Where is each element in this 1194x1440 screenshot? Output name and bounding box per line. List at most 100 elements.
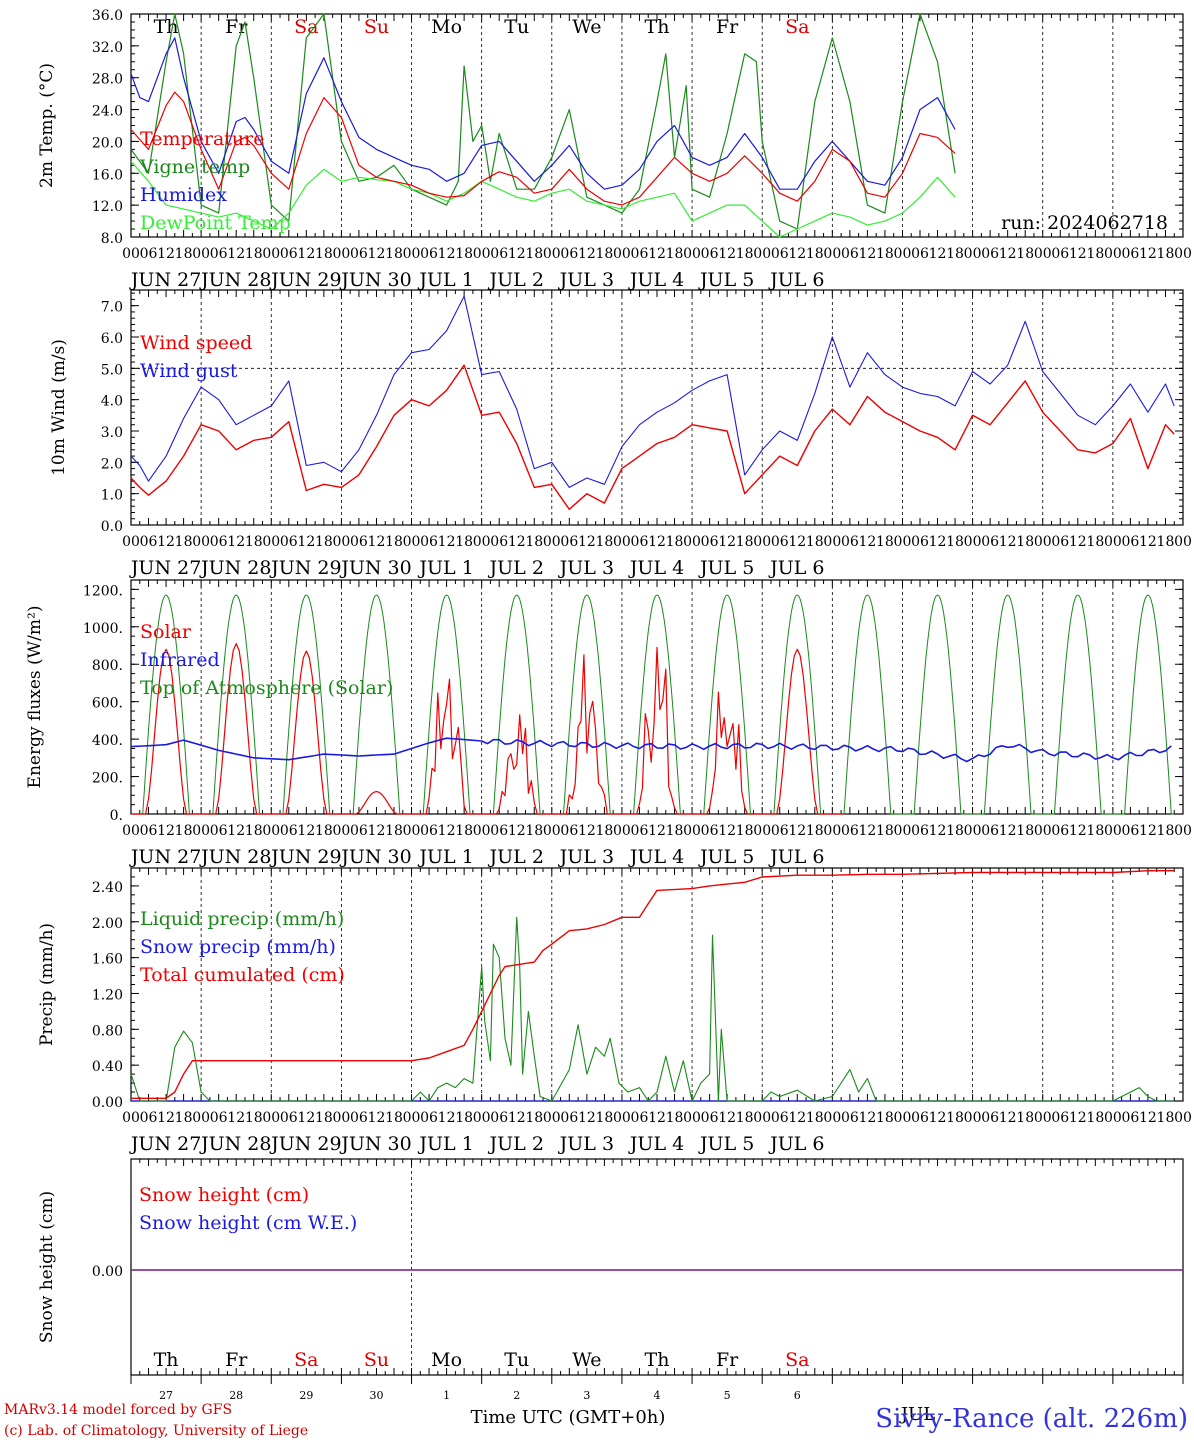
y-tick-label: 24.0 (92, 104, 123, 120)
y-tick-label: 0.00 (92, 1264, 123, 1280)
hour-tick-label: 12 (297, 1110, 315, 1126)
hour-tick-label: 06 (560, 246, 578, 262)
hour-tick-label: 00 (753, 823, 771, 839)
hour-tick-label: 06 (490, 823, 508, 839)
legend-solar: Solar (140, 621, 192, 643)
hour-tick-label: 06 (841, 823, 859, 839)
hour-tick-label: 18 (736, 1110, 754, 1126)
day-of-week-label: Tu (504, 16, 529, 38)
hour-tick-label: 18 (666, 823, 684, 839)
legend-humidex: Humidex (140, 184, 227, 206)
day-of-week-label: Th (645, 16, 670, 38)
y-tick-label: 1000. (83, 621, 123, 637)
hour-tick-label: 18 (1086, 534, 1104, 550)
legend-infrared: Infrared (140, 649, 220, 671)
hour-tick-label: 06 (911, 246, 929, 262)
y-axis-label: Snow height (cm) (37, 1191, 57, 1343)
date-label: JUL 6 (768, 557, 824, 579)
hour-tick-label: 18 (595, 823, 613, 839)
day-of-week-label: We (572, 16, 601, 38)
hour-tick-label: 06 (1051, 246, 1069, 262)
hour-tick-label: 00 (1034, 823, 1052, 839)
hour-tick-label: 00 (192, 246, 210, 262)
day-number: 30 (369, 1389, 383, 1402)
date-label: JUL 5 (698, 1133, 754, 1155)
hour-tick-label: 18 (1157, 246, 1175, 262)
hour-tick-label: 12 (929, 1110, 947, 1126)
day-number: 2 (513, 1389, 520, 1402)
hour-tick-label: 18 (876, 246, 894, 262)
hour-tick-label: 12 (718, 823, 736, 839)
y-tick-label: 600. (92, 696, 123, 712)
hour-tick-label: 00 (1034, 246, 1052, 262)
y-tick-label: 1.60 (92, 952, 123, 968)
hour-tick-label: 06 (140, 534, 158, 550)
hour-tick-label: 12 (578, 1110, 596, 1126)
station-label: Sivry-Rance (alt. 226m) (875, 1404, 1188, 1434)
hour-tick-label: 06 (911, 534, 929, 550)
y-tick-label: 1200. (83, 583, 123, 599)
hour-tick-label: 00 (122, 534, 140, 550)
hour-tick-label: 18 (315, 534, 333, 550)
credit-model: MARv3.14 model forced by GFS (4, 1402, 232, 1418)
date-label: JUN 29 (269, 1133, 341, 1155)
hour-tick-label: 00 (1104, 246, 1122, 262)
hour-tick-label: 00 (332, 823, 350, 839)
hour-tick-label: 18 (455, 1110, 473, 1126)
hour-tick-label: 00 (964, 1110, 982, 1126)
hour-tick-label: 12 (508, 823, 526, 839)
hour-tick-label: 18 (455, 246, 473, 262)
hour-tick-label: 00 (473, 534, 491, 550)
hour-tick-label: 18 (1157, 1110, 1175, 1126)
day-of-week-label: Sa (785, 1349, 809, 1371)
date-label: JUL 3 (558, 269, 614, 291)
date-label: JUL 6 (768, 846, 824, 868)
date-label: JUN 30 (339, 269, 411, 291)
hour-tick-label: 00 (262, 534, 280, 550)
hour-tick-label: 06 (771, 823, 789, 839)
y-tick-label: 1.20 (92, 987, 123, 1003)
hour-tick-label: 06 (1051, 823, 1069, 839)
date-label: JUL 6 (768, 1133, 824, 1155)
hour-tick-label: 06 (911, 823, 929, 839)
series-humidex (130, 37, 956, 190)
date-label: JUL 2 (488, 557, 544, 579)
hour-tick-label: 00 (473, 823, 491, 839)
y-axis-label: 10m Wind (m/s) (49, 339, 69, 476)
date-label: JUN 30 (339, 846, 411, 868)
hour-tick-label: 12 (718, 246, 736, 262)
hour-tick-label: 00 (683, 534, 701, 550)
hour-tick-label: 18 (385, 246, 403, 262)
hour-tick-label: 18 (736, 246, 754, 262)
y-tick-label: 6.0 (101, 331, 123, 347)
date-label: JUN 28 (199, 269, 271, 291)
hour-tick-label: 06 (280, 246, 298, 262)
hour-tick-label: 18 (876, 1110, 894, 1126)
hour-tick-label: 00 (613, 246, 631, 262)
hour-tick-label: 06 (1051, 1110, 1069, 1126)
hour-tick-label: 12 (999, 534, 1017, 550)
y-tick-label: 1.0 (101, 488, 123, 504)
hour-tick-label: 12 (718, 534, 736, 550)
hour-tick-label: 06 (350, 823, 368, 839)
hour-tick-label: 18 (666, 1110, 684, 1126)
hour-tick-label: 18 (946, 823, 964, 839)
y-tick-label: 0.80 (92, 1023, 123, 1039)
hour-tick-label: 00 (122, 823, 140, 839)
hour-tick-label: 18 (245, 246, 263, 262)
day-of-week-label: Fr (716, 16, 739, 38)
y-tick-label: 400. (92, 733, 123, 749)
hour-tick-label: 18 (806, 823, 824, 839)
day-of-week-label: Su (364, 1349, 389, 1371)
hour-tick-label: 00 (332, 534, 350, 550)
hour-tick-label: 06 (701, 534, 719, 550)
hour-tick-label: 18 (455, 534, 473, 550)
y-tick-label: 7.0 (101, 300, 123, 316)
hour-tick-label: 00 (683, 246, 701, 262)
hour-tick-label: 00 (964, 534, 982, 550)
y-tick-label: 0. (110, 808, 123, 824)
y-tick-label: 4.0 (101, 394, 123, 410)
hour-tick-label: 06 (771, 1110, 789, 1126)
y-tick-label: 32.0 (92, 40, 123, 56)
hour-tick-label: 00 (1104, 823, 1122, 839)
